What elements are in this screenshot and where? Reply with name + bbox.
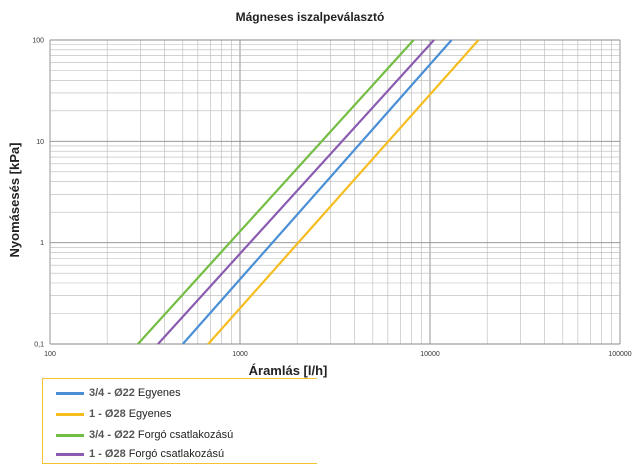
y-tick-label: 0,1 [34, 342, 44, 349]
series-lines [137, 39, 480, 345]
legend-swatch [56, 412, 84, 416]
x-tick-label: 10000 [420, 351, 440, 358]
y-tick-labels: 0,1 1 10 100 [32, 38, 44, 349]
legend-label: Forgó csatlakozású [128, 448, 225, 460]
series-line-3 [157, 39, 435, 345]
y-tick-label: 10 [36, 139, 44, 146]
legend-label: Forgó csatlakozású [137, 429, 234, 441]
y-tick-label: 1 [40, 240, 44, 247]
legend-item: 1 - Ø28 Forgó csatlakozású [56, 446, 224, 462]
series-line-0 [181, 39, 453, 345]
x-tick-label: 1000 [232, 351, 248, 358]
legend-item: 3/4 - Ø22 Egyenes [56, 385, 181, 401]
legend-code: 1 - Ø28 [89, 448, 126, 460]
legend-swatch [56, 433, 84, 437]
legend: 3/4 - Ø22 Egyenes 1 - Ø28 Egyenes 3/4 - … [42, 378, 317, 464]
series-line-2 [137, 39, 415, 345]
y-axis-title: Nyomásesés [kPa] [7, 143, 22, 258]
legend-item: 3/4 - Ø22 Forgó csatlakozású [56, 427, 233, 443]
x-axis-title: Áramlás [l/h] [249, 363, 328, 378]
legend-code: 3/4 - Ø22 [89, 429, 135, 441]
legend-swatch [56, 391, 84, 395]
legend-code: 1 - Ø28 [89, 408, 126, 420]
x-tick-label: 100 [44, 351, 56, 358]
legend-label: Egyenes [137, 387, 181, 399]
x-tick-labels: 100 1000 10000 100000 [44, 351, 632, 358]
legend-code: 3/4 - Ø22 [89, 387, 135, 399]
series-line-1 [207, 39, 480, 345]
legend-item: 1 - Ø28 Egyenes [56, 406, 172, 422]
legend-swatch [56, 452, 84, 456]
x-tick-label: 100000 [608, 351, 631, 358]
legend-label: Egyenes [128, 408, 172, 420]
y-tick-label: 100 [32, 38, 44, 45]
grid [49, 39, 621, 345]
chart-title: Mágneses iszalpeválasztó [236, 10, 385, 24]
